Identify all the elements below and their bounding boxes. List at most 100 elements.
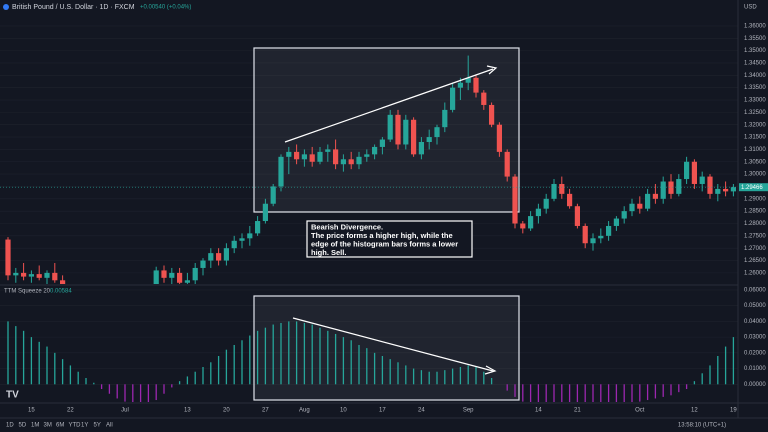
candle-body [684,161,690,180]
x-tick-label: 14 [535,408,542,414]
y-tick-label: 1.30000 [744,172,766,178]
candle-body [590,238,596,244]
range-button[interactable]: 5Y [94,423,101,429]
candle-body [520,223,526,229]
candle-body [13,272,19,276]
candle-body [356,156,362,165]
range-button[interactable]: All [106,423,113,429]
range-button[interactable]: YTD [69,423,82,429]
y-tick-label: 1.26500 [744,258,766,264]
candle-body [325,149,331,152]
candle-body [239,238,245,241]
y-tick-label: 1.35500 [744,36,766,42]
y-tick-label: 1.31500 [744,135,766,141]
range-button[interactable]: 6M [56,423,64,429]
x-tick-label: Jul [121,408,129,414]
candle-body [270,186,276,204]
last-price-tag [739,183,768,192]
candle-body [99,322,104,332]
candle-body [637,203,643,209]
candle-body [660,181,666,199]
y-tick-label: 0.05000 [744,303,766,309]
candle-body [567,193,573,207]
candle-body [309,154,315,162]
price-pane [5,55,736,332]
candle-body [262,203,268,222]
y-tick-label: 1.32000 [744,122,766,128]
candle-body [364,154,370,157]
candle-body [317,151,323,162]
range-button[interactable]: 1M [31,423,39,429]
annotation-line: high. Sell. [311,248,346,257]
symbol-icon [3,4,9,10]
candle-body [379,139,385,147]
x-tick-label: 13 [184,408,191,414]
y-tick-label: 1.31000 [744,147,766,153]
range-button[interactable]: 3M [44,423,52,429]
y-tick-label: 0.06000 [744,288,766,294]
y-tick-label: 1.36000 [744,24,766,30]
candle-body [340,159,346,165]
x-tick-label: 17 [379,408,386,414]
candle-body [434,127,440,138]
candle-body [543,198,549,209]
trend-arrow [292,317,494,372]
arrow-head [486,65,498,75]
candle-body [76,307,81,314]
candle-body [177,272,183,283]
candle-body [294,151,300,160]
candle-body [496,124,502,152]
candle-body [255,221,261,234]
candle-body [83,307,88,317]
clock: 13:58:10 (UTC+1) [678,423,726,429]
candle-body [442,109,448,128]
range-button[interactable]: 5D [19,423,27,429]
highlight-box [253,295,520,401]
candle-body [481,92,487,105]
x-tick-label: 22 [67,408,74,414]
annotation-line: The price forms a higher high, while the [311,231,453,240]
candle-body [730,187,736,192]
candle-body [146,293,151,305]
candle-body [606,225,612,236]
candle-body [278,156,284,187]
candle-body [348,159,354,165]
indicator-pane [7,321,735,402]
candle-body [192,267,198,281]
x-tick-label: Sep [463,408,474,414]
candle-body [44,272,50,278]
arrow-head [484,365,497,375]
y-tick-label: 1.28000 [744,221,766,227]
y-tick-label: 1.27000 [744,246,766,252]
candle-body [473,77,479,93]
y-tick-label: 0.00000 [744,382,766,388]
candle-body [668,181,674,194]
candle-body [395,114,401,145]
y-tick-label: 1.33000 [744,98,766,104]
currency: USD [744,5,757,11]
candle-body [333,149,339,165]
candle-body [200,260,206,268]
candle-body [161,270,167,278]
candle-body [559,183,565,194]
range-button[interactable]: 1D [6,423,14,429]
candle-body [301,154,307,160]
y-tick-label: 1.30500 [744,159,766,165]
candle-body [598,235,604,239]
range-button[interactable]: 1Y [81,423,88,429]
candle-body [286,151,292,157]
highlight-box [253,47,520,213]
trend-arrow [284,68,494,143]
candle-body [457,82,463,88]
candle-body [512,176,518,224]
candle-body [208,253,214,261]
y-tick-label: 1.26000 [744,270,766,276]
logo: TV [6,390,19,401]
candle-body [122,307,127,322]
candle-body [91,317,96,332]
candle-body [574,206,580,226]
candle-body [715,188,721,194]
y-tick-label: 1.33500 [744,85,766,91]
candle-body [645,193,651,209]
